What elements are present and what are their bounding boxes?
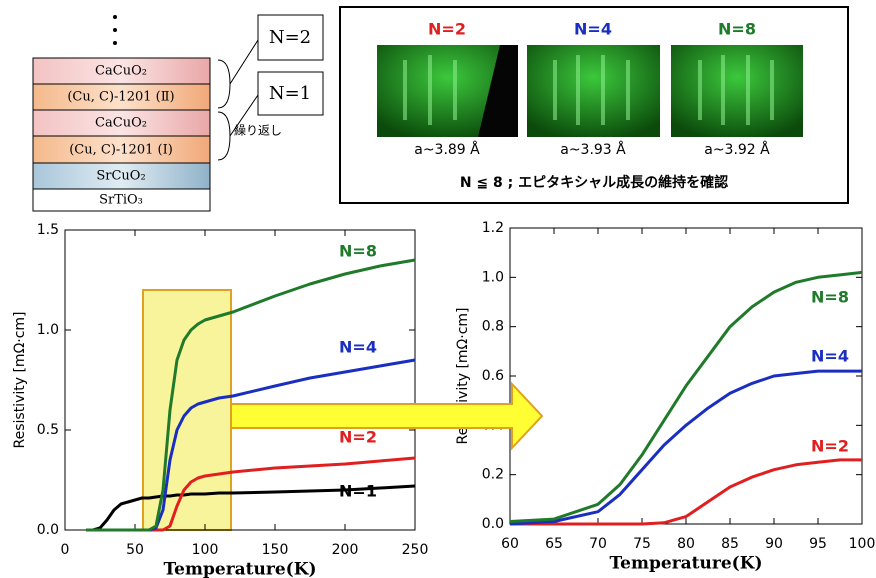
- y-tick-label: 0.0: [37, 522, 59, 538]
- x-tick-label: 60: [501, 536, 519, 552]
- x-tick-label: 0: [61, 542, 70, 558]
- layer-diagram: CaCuO₂ (Cu, C)-1201 (Ⅱ) CaCuO₂ (Cu, C)-1…: [33, 15, 323, 211]
- x-tick-label: 250: [402, 542, 429, 558]
- bracket: [218, 40, 258, 108]
- x-tick-label: 50: [126, 542, 144, 558]
- rheed-image: [671, 45, 803, 137]
- series-label: N=2: [811, 437, 849, 456]
- layer-label: (Cu, C)-1201 (Ⅱ): [67, 90, 174, 105]
- figure: CaCuO₂ (Cu, C)-1201 (Ⅱ) CaCuO₂ (Cu, C)-1…: [0, 0, 876, 578]
- series-label: N=4: [811, 347, 849, 366]
- series-label: N=8: [339, 242, 377, 261]
- x-axis-label: Temperature(K): [609, 554, 762, 574]
- layer-label: SrCuO₂: [96, 169, 145, 184]
- rheed-image: [527, 45, 660, 137]
- series-label: N=1: [339, 482, 377, 501]
- dot: [113, 28, 117, 32]
- x-tick-label: 90: [765, 536, 783, 552]
- lattice-label: a~3.89 Å: [414, 141, 480, 158]
- series-line: [510, 460, 862, 524]
- page: CaCuO₂ (Cu, C)-1201 (Ⅱ) CaCuO₂ (Cu, C)-1…: [0, 0, 876, 578]
- rheed-panel: N=2 N=4 N=8 a~3.89 Å a~3.93 Å a~3.92 Å N…: [340, 7, 848, 203]
- layer-label: CaCuO₂: [95, 64, 147, 79]
- y-tick-label: 1.0: [482, 269, 504, 285]
- layer-label: SrTiO₃: [99, 193, 143, 208]
- n-label: N=2: [269, 27, 311, 48]
- series-label: N=8: [811, 288, 849, 307]
- x-tick-label: 75: [633, 536, 651, 552]
- rheed-label: N=2: [428, 20, 466, 39]
- x-tick-label: 65: [545, 536, 563, 552]
- layer-label: (Cu, C)-1201 (Ⅰ): [69, 143, 173, 158]
- rheed-label: N=4: [574, 20, 612, 39]
- series-line: [510, 371, 862, 524]
- rheed-label: N=8: [718, 20, 756, 39]
- lattice-label: a~3.92 Å: [704, 141, 770, 158]
- dot: [113, 41, 117, 45]
- y-tick-label: 0.5: [37, 422, 59, 438]
- x-tick-label: 100: [849, 536, 876, 552]
- series-line: [510, 272, 862, 521]
- lattice-label: a~3.93 Å: [560, 141, 626, 158]
- x-tick-label: 100: [192, 542, 219, 558]
- series-label: N=2: [339, 428, 377, 447]
- rheed-caption: N ≦ 8 ; エピタキシャル成長の維持を確認: [460, 174, 728, 191]
- y-tick-label: 1.5: [37, 222, 59, 238]
- y-tick-label: 0.8: [482, 319, 504, 335]
- x-tick-label: 200: [332, 542, 359, 558]
- y-tick-label: 0.2: [482, 467, 504, 483]
- x-tick-label: 150: [262, 542, 289, 558]
- x-axis-label: Temperature(K): [163, 560, 316, 578]
- n-label: N=1: [269, 83, 311, 104]
- y-tick-label: 0.6: [482, 368, 504, 384]
- y-tick-label: 1.2: [482, 220, 504, 236]
- plot-frame: [510, 228, 862, 524]
- x-tick-label: 80: [677, 536, 695, 552]
- x-tick-label: 85: [721, 536, 739, 552]
- charts: 0 50 100 150 200 250 0.0 0.5 1.0 1.5 Temperature(K…: [12, 220, 875, 578]
- y-tick-label: 0.0: [482, 516, 504, 532]
- repeat-label: 繰り返し: [234, 124, 282, 138]
- x-tick-label: 70: [589, 536, 607, 552]
- arrow: [231, 384, 542, 448]
- series-label: N=4: [339, 338, 377, 357]
- x-tick-label: 95: [809, 536, 827, 552]
- y-tick-label: 1.0: [37, 322, 59, 338]
- y-axis-label: Resistivity [mΩ·cm]: [12, 311, 28, 448]
- layer-label: CaCuO₂: [95, 116, 147, 131]
- dot: [113, 15, 117, 19]
